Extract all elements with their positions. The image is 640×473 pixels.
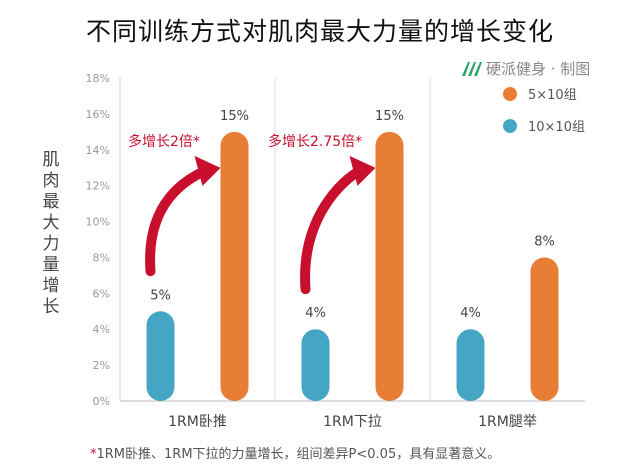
annotation-text: 多增长2.75倍* — [268, 133, 362, 150]
annotation-arrowhead — [349, 155, 376, 186]
bar-orange — [220, 131, 249, 402]
chart-title: 不同训练方式对肌肉最大力量的增长变化 — [85, 17, 554, 46]
legend-marker — [503, 119, 517, 133]
footnote-star: * — [90, 447, 97, 462]
legend-label: 10×10组 — [528, 120, 585, 135]
data-label: 4% — [305, 306, 326, 321]
annotation-arrow-shaft — [300, 164, 367, 295]
x-tick-label: 1RM卧推 — [168, 414, 227, 430]
footnote: *1RM卧推、1RM下拉的力量增长，组间差异P<0.05，具有显著意义。 — [90, 443, 500, 462]
x-tick-label: 1RM腿举 — [478, 414, 537, 430]
data-label: 4% — [460, 306, 481, 321]
legend-marker — [503, 87, 517, 101]
data-label: 15% — [220, 109, 249, 124]
y-tick-label: 12% — [86, 180, 110, 193]
bar-blue — [301, 329, 330, 401]
data-label: 8% — [534, 234, 555, 249]
y-tick-label: 10% — [86, 216, 110, 229]
data-label: 5% — [150, 288, 171, 303]
leaf-logo-icon — [462, 61, 482, 76]
annotation-arrowhead — [194, 155, 221, 186]
bar-orange — [375, 131, 404, 402]
bar-blue — [146, 311, 175, 401]
y-tick-label: 18% — [86, 72, 110, 85]
y-tick-label: 4% — [93, 323, 110, 336]
y-tick-label: 0% — [93, 395, 110, 408]
data-label: 15% — [375, 109, 404, 124]
annotation-text: 多增长2倍* — [128, 133, 200, 150]
brand-watermark: 硬派健身 · 制图 — [460, 58, 590, 79]
y-axis-label: 肌肉最大力量增长 — [42, 150, 60, 317]
y-tick-label: 6% — [93, 287, 110, 300]
bar-blue — [456, 329, 485, 401]
y-tick-label: 16% — [86, 108, 110, 121]
x-tick-label: 1RM下拉 — [323, 414, 382, 430]
y-tick-label: 2% — [93, 359, 110, 372]
legend-label: 5×10组 — [528, 88, 577, 103]
bar-orange — [530, 257, 559, 401]
annotation-arrow-shaft — [145, 164, 212, 277]
footnote-text: 1RM卧推、1RM下拉的力量增长，组间差异P<0.05，具有显著意义。 — [96, 447, 501, 462]
y-tick-label: 14% — [86, 144, 110, 157]
y-tick-label: 8% — [93, 251, 110, 264]
brand-text: 硬派健身 · 制图 — [486, 60, 591, 78]
